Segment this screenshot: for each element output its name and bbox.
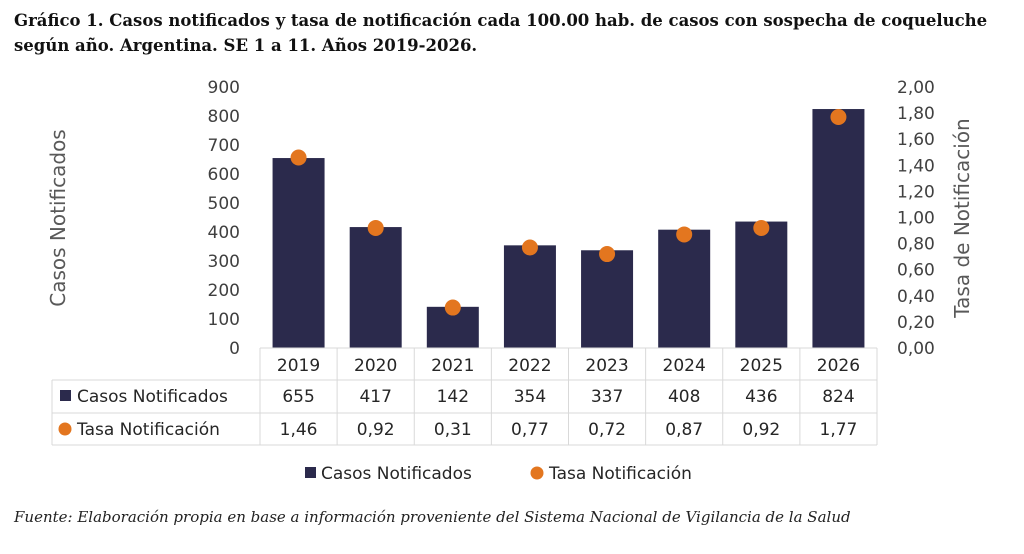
data-label: 0,92 [357,420,395,440]
y-tick-label: 300 [208,252,240,272]
rate-marker [521,239,538,256]
category-label: 2026 [817,356,860,376]
rate-marker [290,149,307,166]
y2-tick-label: 0,00 [897,339,935,359]
bar [812,109,865,348]
y2-tick-label: 1,40 [897,156,935,176]
y-tick-label: 600 [208,165,240,185]
bar [349,227,402,348]
y-tick-label: 100 [208,310,240,330]
y-axis-left: 0 100 200 300 400 500 600 700 800 900 [208,78,240,359]
legend: Casos Notificados Tasa Notificación [305,464,692,484]
y2-axis-title: Tasa de Notificación [950,118,974,318]
category-label: 2025 [740,356,783,376]
row-label: Casos Notificados [77,387,228,407]
data-label: 0,87 [665,420,703,440]
bar [272,158,325,348]
data-label: 824 [822,387,854,407]
data-label: 417 [359,387,391,407]
y-tick-label: 200 [208,281,240,301]
data-label: 337 [591,387,623,407]
marker-series [290,109,847,316]
category-label: 2023 [585,356,628,376]
y2-tick-label: 0,40 [897,287,935,307]
y-tick-label: 500 [208,194,240,214]
bar [503,245,556,348]
category-label: 2024 [663,356,706,376]
y2-tick-label: 1,60 [897,130,935,150]
y2-tick-label: 0,60 [897,261,935,281]
y-tick-label: 900 [208,78,240,98]
rate-marker [599,246,616,263]
data-label: 1,77 [820,420,858,440]
legend-key-marker [530,466,544,480]
data-label: 0,77 [511,420,549,440]
legend-key-bar [305,467,316,478]
y2-tick-label: 1,80 [897,104,935,124]
y2-tick-label: 2,00 [897,78,935,98]
category-label: 2019 [277,356,320,376]
y-tick-label: 0 [229,339,240,359]
legend-entry: Tasa Notificación [548,464,692,484]
source-note: Fuente: Elaboración propia en base a inf… [14,508,851,526]
y2-tick-label: 1,00 [897,209,935,229]
data-label: 436 [745,387,777,407]
rate-marker [676,226,693,243]
data-label: 354 [514,387,546,407]
legend-entry: Casos Notificados [321,464,472,484]
data-label: 142 [437,387,469,407]
row-key-marker [58,422,72,436]
category-label: 2022 [508,356,551,376]
data-label: 0,72 [588,420,626,440]
y-tick-label: 800 [208,107,240,127]
y-axis-title: Casos Notificados [46,129,70,306]
rate-marker [830,109,847,126]
y2-tick-label: 0,80 [897,235,935,255]
data-label: 1,46 [280,420,318,440]
y2-tick-label: 0,20 [897,313,935,333]
row-key-bar [60,390,71,401]
y-tick-label: 400 [208,223,240,243]
row-label: Tasa Notificación [76,420,220,440]
bar [658,229,711,348]
rate-marker [367,219,384,236]
data-label: 0,31 [434,420,472,440]
y2-tick-label: 1,20 [897,182,935,202]
rate-marker [753,219,770,236]
y-tick-label: 700 [208,136,240,156]
data-table: 2019 2020 2021 2022 2023 2024 2025 2026 Casos No… [51,347,878,446]
category-label: 2020 [354,356,397,376]
category-label: 2021 [431,356,474,376]
data-label: 408 [668,387,700,407]
rate-marker [444,299,461,316]
data-label: 0,92 [742,420,780,440]
chart-title: Gráfico 1. Casos notificados y tasa de n… [14,11,988,55]
bar-series [272,109,865,348]
data-label: 655 [282,387,314,407]
bar [581,250,634,348]
bar [735,221,788,348]
y-axis-right: 0,00 0,20 0,40 0,60 0,80 1,00 1,20 1,40 1,60 1,80… [897,78,935,359]
